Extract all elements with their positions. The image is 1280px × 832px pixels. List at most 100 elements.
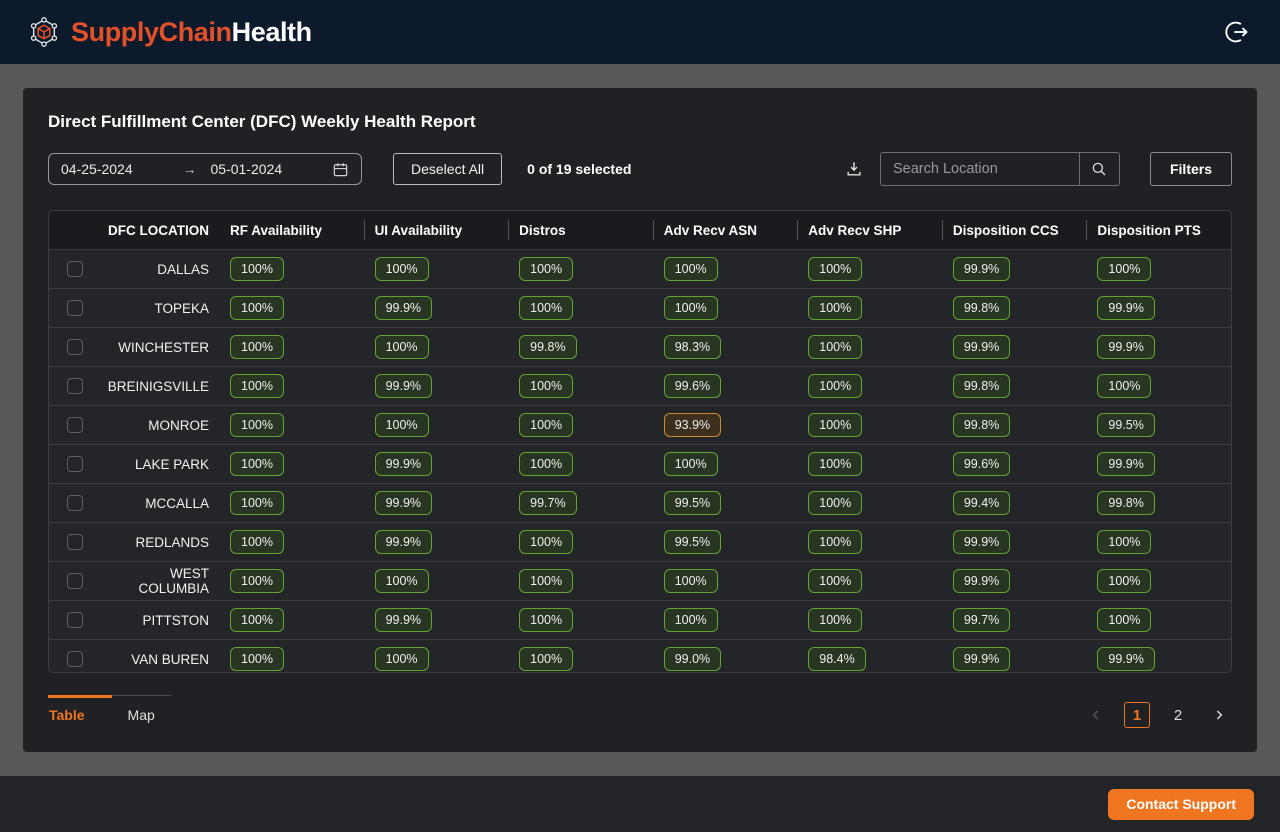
metric-cell: 100% (1086, 569, 1231, 593)
metric-badge-ok: 99.4% (952, 491, 1011, 515)
pagination-page-2[interactable]: 2 (1165, 702, 1191, 728)
date-start-value[interactable]: 04-25-2024 (61, 161, 133, 177)
metric-cell: 100% (364, 413, 509, 437)
metric-cell: 99.5% (653, 491, 798, 515)
page-title: Direct Fulfillment Center (DFC) Weekly H… (48, 112, 476, 131)
metric-badge-ok: 100% (230, 452, 284, 476)
dfc-health-table: DFC LOCATION RF Availability UI Availabili… (48, 210, 1232, 673)
location-cell: MCCALLA (145, 495, 209, 511)
metric-badge-ok: 100% (663, 569, 718, 593)
metric-badge-ok: 100% (519, 452, 574, 476)
row-checkbox[interactable] (67, 378, 83, 394)
column-header-metric: Disposition PTS (1086, 211, 1231, 249)
metric-cell: 99.9% (364, 296, 509, 320)
pagination-next-button[interactable] (1206, 702, 1232, 728)
metric-badge-ok: 100% (230, 374, 284, 398)
metric-badge-ok: 100% (808, 530, 863, 554)
location-cell: WEST COLUMBIA (138, 566, 209, 596)
search-button[interactable] (1078, 153, 1119, 185)
metric-badge-ok: 100% (519, 413, 574, 437)
logout-button[interactable] (1218, 14, 1254, 50)
row-checkbox[interactable] (67, 339, 83, 355)
filters-button[interactable]: Filters (1149, 152, 1232, 186)
location-cell: PITTSTON (142, 612, 209, 628)
metric-cell: 100% (653, 452, 798, 476)
row-checkbox[interactable] (67, 456, 83, 472)
metric-badge-ok: 100% (230, 569, 284, 593)
row-checkbox[interactable] (67, 417, 83, 433)
date-end-value[interactable]: 05-01-2024 (210, 161, 283, 177)
pagination-page-1[interactable]: 1 (1124, 702, 1150, 728)
tab-map[interactable]: Map (127, 707, 155, 723)
row-checkbox[interactable] (67, 300, 83, 316)
metric-cell: 100% (508, 569, 653, 593)
metric-cell: 100% (797, 491, 942, 515)
metric-cell: 100% (653, 569, 798, 593)
supply-network-cube-icon (26, 14, 62, 50)
metric-badge-ok: 99.8% (1097, 491, 1155, 515)
metric-cell: 99.5% (653, 530, 798, 554)
table-row: BREINIGSVILLE 100% 99.9% 100% 99.6% 100% 99.8%… (49, 366, 1231, 405)
search-box (879, 152, 1120, 186)
metric-cell: 99.8% (1086, 491, 1231, 515)
location-cell: BREINIGSVILLE (107, 378, 209, 394)
row-checkbox[interactable] (67, 573, 83, 589)
checkbox-cell (49, 573, 101, 589)
metric-cell: 99.8% (942, 296, 1087, 320)
metric-cell: 99.9% (942, 335, 1087, 359)
metric-badge-ok: 99.7% (519, 491, 577, 515)
metric-cell: 100% (219, 491, 364, 515)
metric-cell: 100% (653, 257, 798, 281)
row-checkbox[interactable] (67, 651, 83, 667)
metric-cell: 100% (797, 257, 942, 281)
location-cell: DALLAS (157, 261, 209, 277)
table-row: REDLANDS 100% 99.9% 100% 99.5% 100% 99.9% 100% (49, 522, 1231, 561)
metric-badge-ok: 99.9% (1097, 452, 1155, 476)
row-checkbox[interactable] (67, 261, 83, 277)
metric-cell: 100% (797, 413, 942, 437)
metric-badge-ok: 100% (808, 257, 863, 281)
metric-badge-ok: 99.8% (952, 413, 1011, 437)
row-checkbox[interactable] (67, 534, 83, 550)
metric-badge-ok: 100% (519, 647, 574, 671)
metric-cell: 93.9% (653, 413, 798, 437)
logout-icon (1222, 18, 1250, 46)
metric-badge-ok: 99.9% (374, 530, 433, 554)
metric-badge-ok: 99.9% (1097, 335, 1155, 359)
row-checkbox[interactable] (67, 495, 83, 511)
metric-badge-ok: 99.5% (663, 491, 722, 515)
metric-cell: 99.9% (1086, 647, 1231, 671)
metric-cell: 100% (1086, 374, 1231, 398)
metric-badge-ok: 100% (230, 413, 284, 437)
metric-badge-ok: 100% (519, 374, 574, 398)
metric-cell: 99.8% (942, 374, 1087, 398)
metric-cell: 99.9% (942, 530, 1087, 554)
metric-cell: 100% (1086, 530, 1231, 554)
metric-cell: 98.3% (653, 335, 798, 359)
tab-table[interactable]: Table (48, 695, 112, 723)
metric-cell: 100% (508, 374, 653, 398)
download-button[interactable] (840, 155, 868, 183)
metric-cell: 100% (508, 647, 653, 671)
calendar-icon[interactable] (332, 161, 349, 178)
metric-badge-ok: 100% (1097, 374, 1152, 398)
search-icon (1090, 160, 1108, 178)
metric-badge-ok: 100% (663, 296, 718, 320)
row-checkbox[interactable] (67, 612, 83, 628)
metric-cell: 100% (364, 335, 509, 359)
checkbox-cell (49, 261, 101, 277)
contact-support-button[interactable]: Contact Support (1108, 788, 1254, 820)
view-tabs: Table Map (48, 695, 171, 723)
deselect-all-button[interactable]: Deselect All (393, 153, 503, 185)
metric-badge-ok: 100% (519, 257, 574, 281)
pagination-prev-button[interactable] (1083, 702, 1109, 728)
metric-badge-ok: 99.9% (374, 608, 433, 632)
table-row: WINCHESTER 100% 100% 99.8% 98.3% 100% 99.9% 99.… (49, 327, 1231, 366)
checkbox-cell (49, 378, 101, 394)
toolbar-right: Filters (840, 152, 1232, 186)
date-range-picker[interactable]: 04-25-2024 → 05-01-2024 (48, 153, 362, 185)
chevron-right-icon (1211, 707, 1227, 723)
metric-badge-ok: 99.9% (374, 374, 433, 398)
search-input[interactable] (880, 153, 1079, 185)
metric-cell: 100% (219, 296, 364, 320)
